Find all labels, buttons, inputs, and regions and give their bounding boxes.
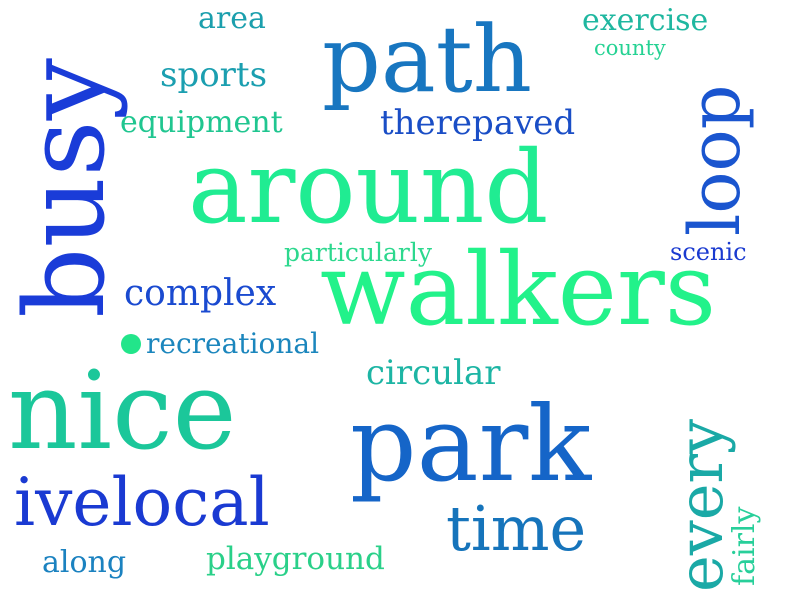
word-walkers: walkers [320,231,717,348]
word-along: along [42,545,127,580]
word-exercise: exercise [582,3,709,38]
word-circular: circular [366,353,501,393]
word-sports: sports [160,55,268,95]
word-time: time [446,492,587,565]
word-therepaved: therepaved [380,103,576,143]
word-ivelocal: ivelocal [14,464,270,541]
word-area: area [198,1,266,36]
word-scenic: scenic [670,238,747,266]
word-complex: complex [124,273,277,314]
word-busy: busy [1,58,129,318]
word-equipment: equipment [120,105,283,140]
word-fairly: fairly [727,506,762,586]
word-county: county [594,36,666,60]
word-around: around [188,129,549,246]
word-nice: nice [8,349,237,474]
word-park: park [350,383,592,505]
word-recreational: recreational [146,327,320,360]
word-playground: playground [206,541,385,577]
word-every: every [664,418,737,592]
word-path: path [322,6,532,113]
word-particularly: particularly [284,238,432,267]
dot-marker [121,334,141,354]
word-loop: loop [674,84,756,236]
